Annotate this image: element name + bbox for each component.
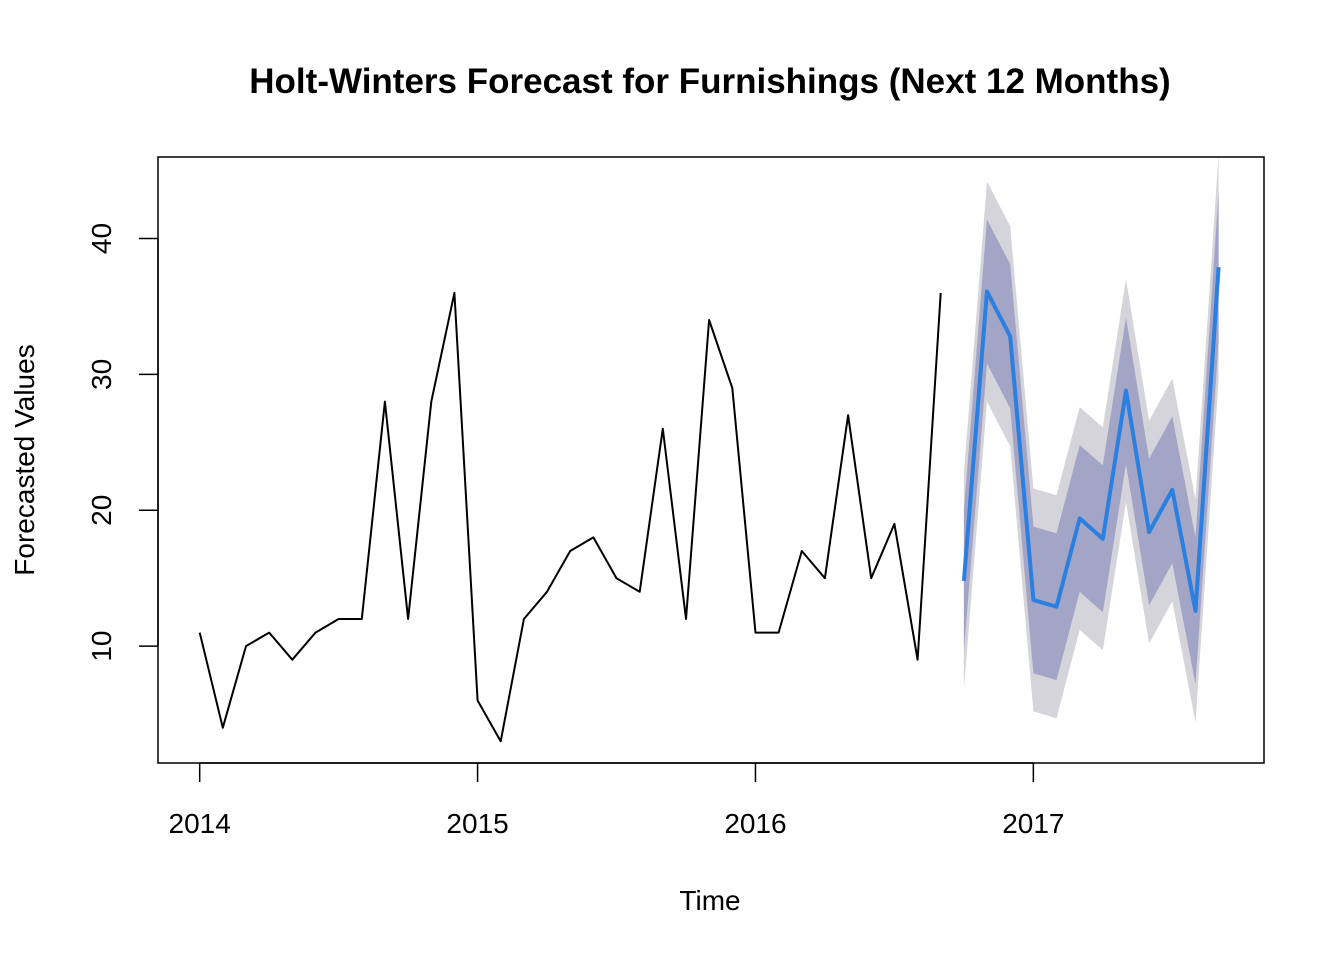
x-axis-label: Time	[679, 885, 740, 916]
observed-series-line	[198, 291, 942, 743]
forecast-series-line	[961, 266, 1221, 613]
x-tick-label: 2014	[169, 808, 231, 839]
band-95-area	[963, 154, 1219, 723]
y-axis-label: Forecasted Values	[9, 344, 40, 575]
y-tick-label: 10	[86, 631, 117, 662]
x-tick-label: 2017	[1002, 808, 1064, 839]
observed-line	[198, 291, 942, 743]
x-tick-label: 2015	[446, 808, 508, 839]
x-axis: 2014 2015 2016 2017	[169, 762, 1065, 839]
chart-title: Holt-Winters Forecast for Furnishings (N…	[249, 62, 1170, 101]
band-80-area	[963, 192, 1219, 685]
y-tick-label: 20	[86, 495, 117, 526]
y-tick-label: 30	[86, 359, 117, 390]
x-tick-label: 2016	[724, 808, 786, 839]
y-tick-label: 40	[86, 223, 117, 254]
y-axis: 10 20 30 40	[86, 223, 159, 662]
prediction-interval-80	[963, 192, 1219, 685]
prediction-interval-95	[963, 154, 1219, 723]
forecast-line	[961, 266, 1221, 613]
